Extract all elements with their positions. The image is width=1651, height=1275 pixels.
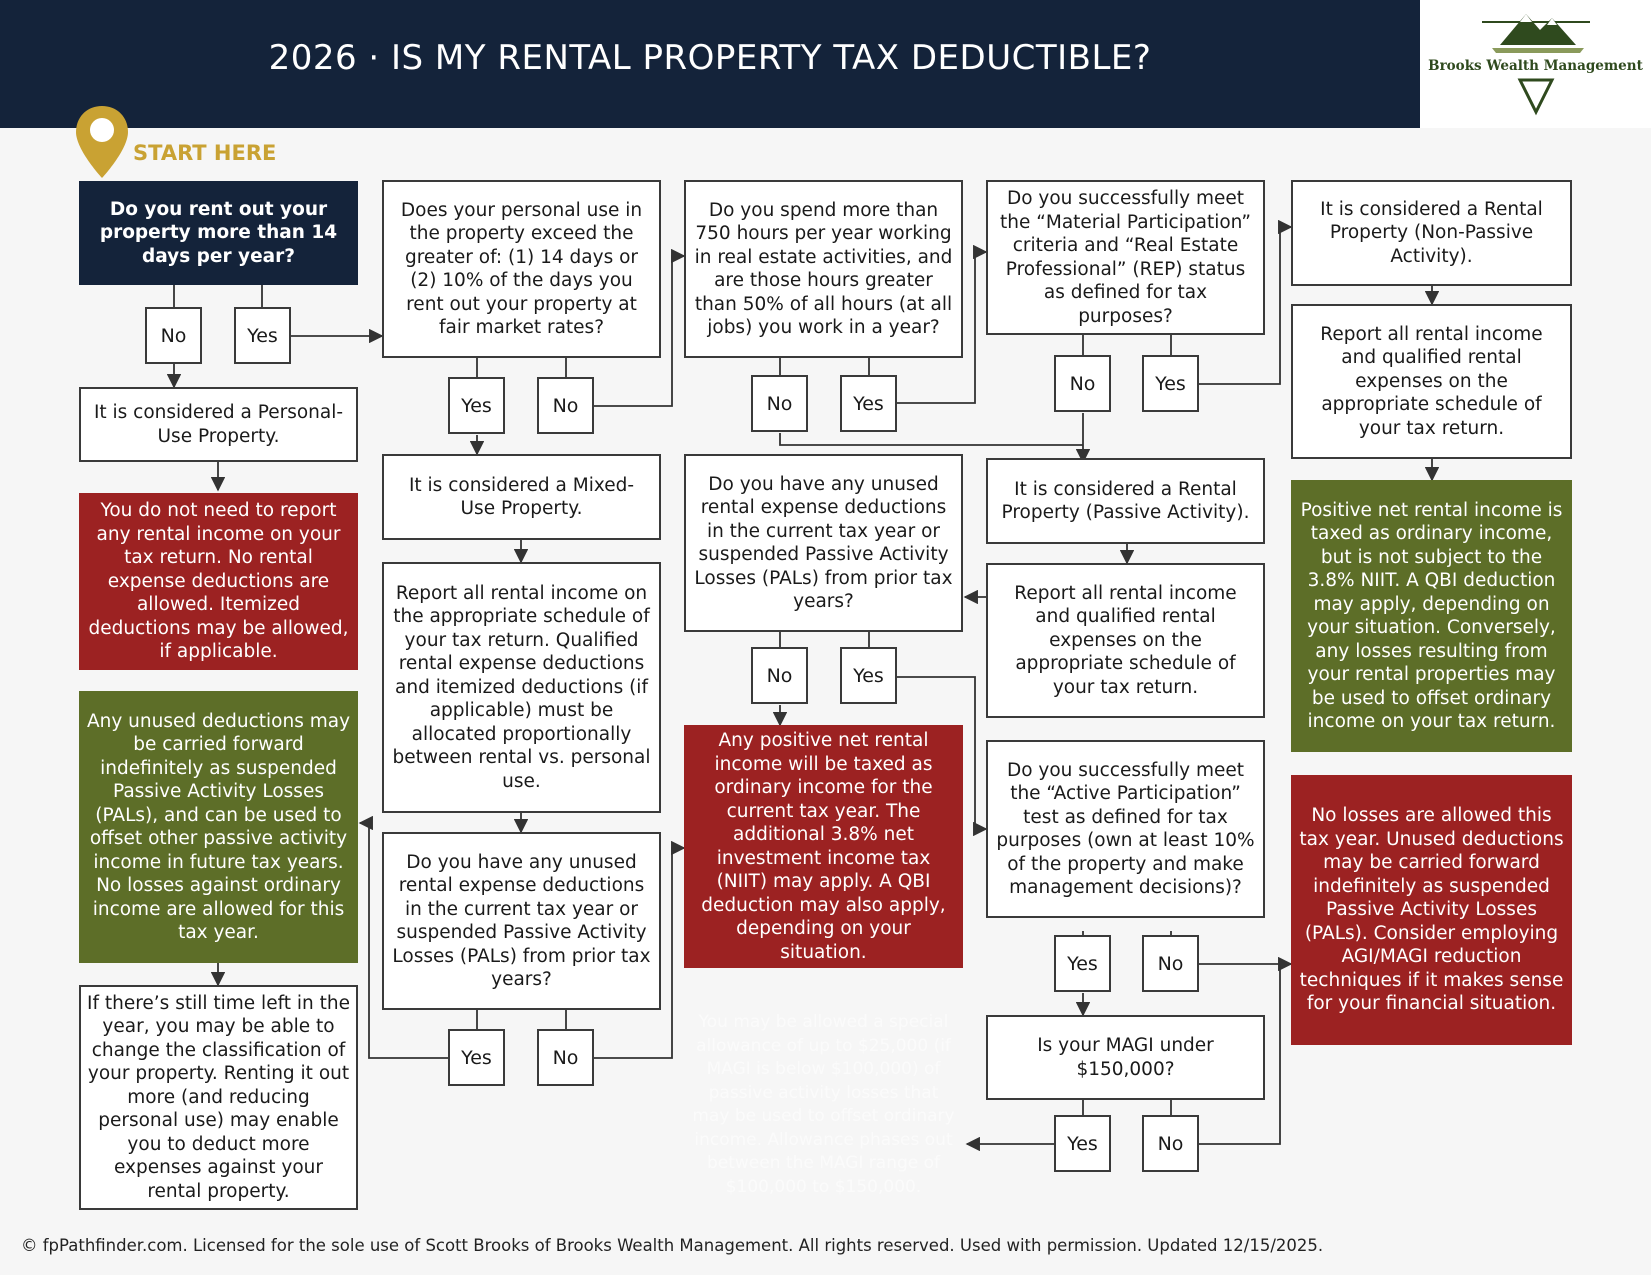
- question-750-hours: Do you spend more than 750 hours per yea…: [684, 180, 963, 358]
- answer-no: No: [1142, 1115, 1199, 1172]
- result-time-left: If there’s still time left in the year, …: [79, 985, 358, 1210]
- page-title: 2026 · IS MY RENTAL PROPERTY TAX DEDUCTI…: [268, 38, 1152, 78]
- answer-yes: Yes: [1142, 355, 1199, 412]
- start-here-label: START HERE: [133, 141, 277, 165]
- result-positive-nonpassive: Positive net rental income is taxed as o…: [1291, 480, 1572, 752]
- result-report-passive: Report all rental income and qualified r…: [986, 563, 1265, 718]
- result-report-allocate: Report all rental income on the appropri…: [382, 562, 661, 813]
- result-report-nonpassive: Report all rental income and qualified r…: [1291, 304, 1572, 459]
- question-personal-use-exceed: Does your personal use in the property e…: [382, 180, 661, 358]
- answer-yes: Yes: [448, 1029, 505, 1086]
- answer-yes: Yes: [234, 307, 291, 364]
- mountain-logo-icon: [1482, 14, 1590, 116]
- answer-no: No: [751, 647, 808, 704]
- question-active-participation: Do you successfully meet the “Active Par…: [986, 740, 1265, 918]
- result-rental-passive: It is considered a Rental Property (Pass…: [986, 458, 1265, 544]
- answer-yes: Yes: [448, 377, 505, 434]
- question-unused-deductions-mixed: Do you have any unused rental expense de…: [382, 832, 661, 1010]
- logo-text: Brooks Wealth Management: [1428, 58, 1643, 74]
- answer-no: No: [751, 375, 808, 432]
- answer-yes: Yes: [840, 647, 897, 704]
- question-magi-under-150k: Is your MAGI under $150,000?: [986, 1015, 1265, 1100]
- answer-yes: Yes: [1054, 935, 1111, 992]
- answer-no: No: [537, 377, 594, 434]
- answer-no: No: [1054, 355, 1111, 412]
- answer-yes: Yes: [1054, 1115, 1111, 1172]
- answer-yes: Yes: [840, 375, 897, 432]
- result-no-losses-allowed: No losses are allowed this tax year. Unu…: [1291, 775, 1572, 1045]
- result-positive-income-taxed: Any positive net rental income will be t…: [684, 725, 963, 968]
- answer-no: No: [145, 307, 202, 364]
- question-rent-14-days: Do you rent out your property more than …: [79, 181, 358, 285]
- result-no-report: You do not need to report any rental inc…: [79, 493, 358, 670]
- result-mixed-use-property: It is considered a Mixed-Use Property.: [382, 454, 661, 540]
- footer-copyright: © fpPathfinder.com. Licensed for the sol…: [21, 1236, 1324, 1255]
- note-special-allowance: You may be allowed a special allowance o…: [692, 1012, 955, 1197]
- answer-no: No: [537, 1029, 594, 1086]
- result-unused-deductions-carried: Any unused deductions may be carried for…: [79, 691, 358, 963]
- result-personal-use-property: It is considered a Personal-Use Property…: [79, 387, 358, 462]
- question-unused-deductions-passive: Do you have any unused rental expense de…: [684, 454, 963, 632]
- start-pin-icon: [76, 106, 128, 178]
- header-bar: 2026 · IS MY RENTAL PROPERTY TAX DEDUCTI…: [0, 0, 1420, 128]
- answer-no: No: [1142, 935, 1199, 992]
- logo: Brooks Wealth Management: [1420, 0, 1651, 128]
- question-material-participation: Do you successfully meet the “Material P…: [986, 180, 1265, 335]
- result-rental-nonpassive: It is considered a Rental Property (Non-…: [1291, 180, 1572, 286]
